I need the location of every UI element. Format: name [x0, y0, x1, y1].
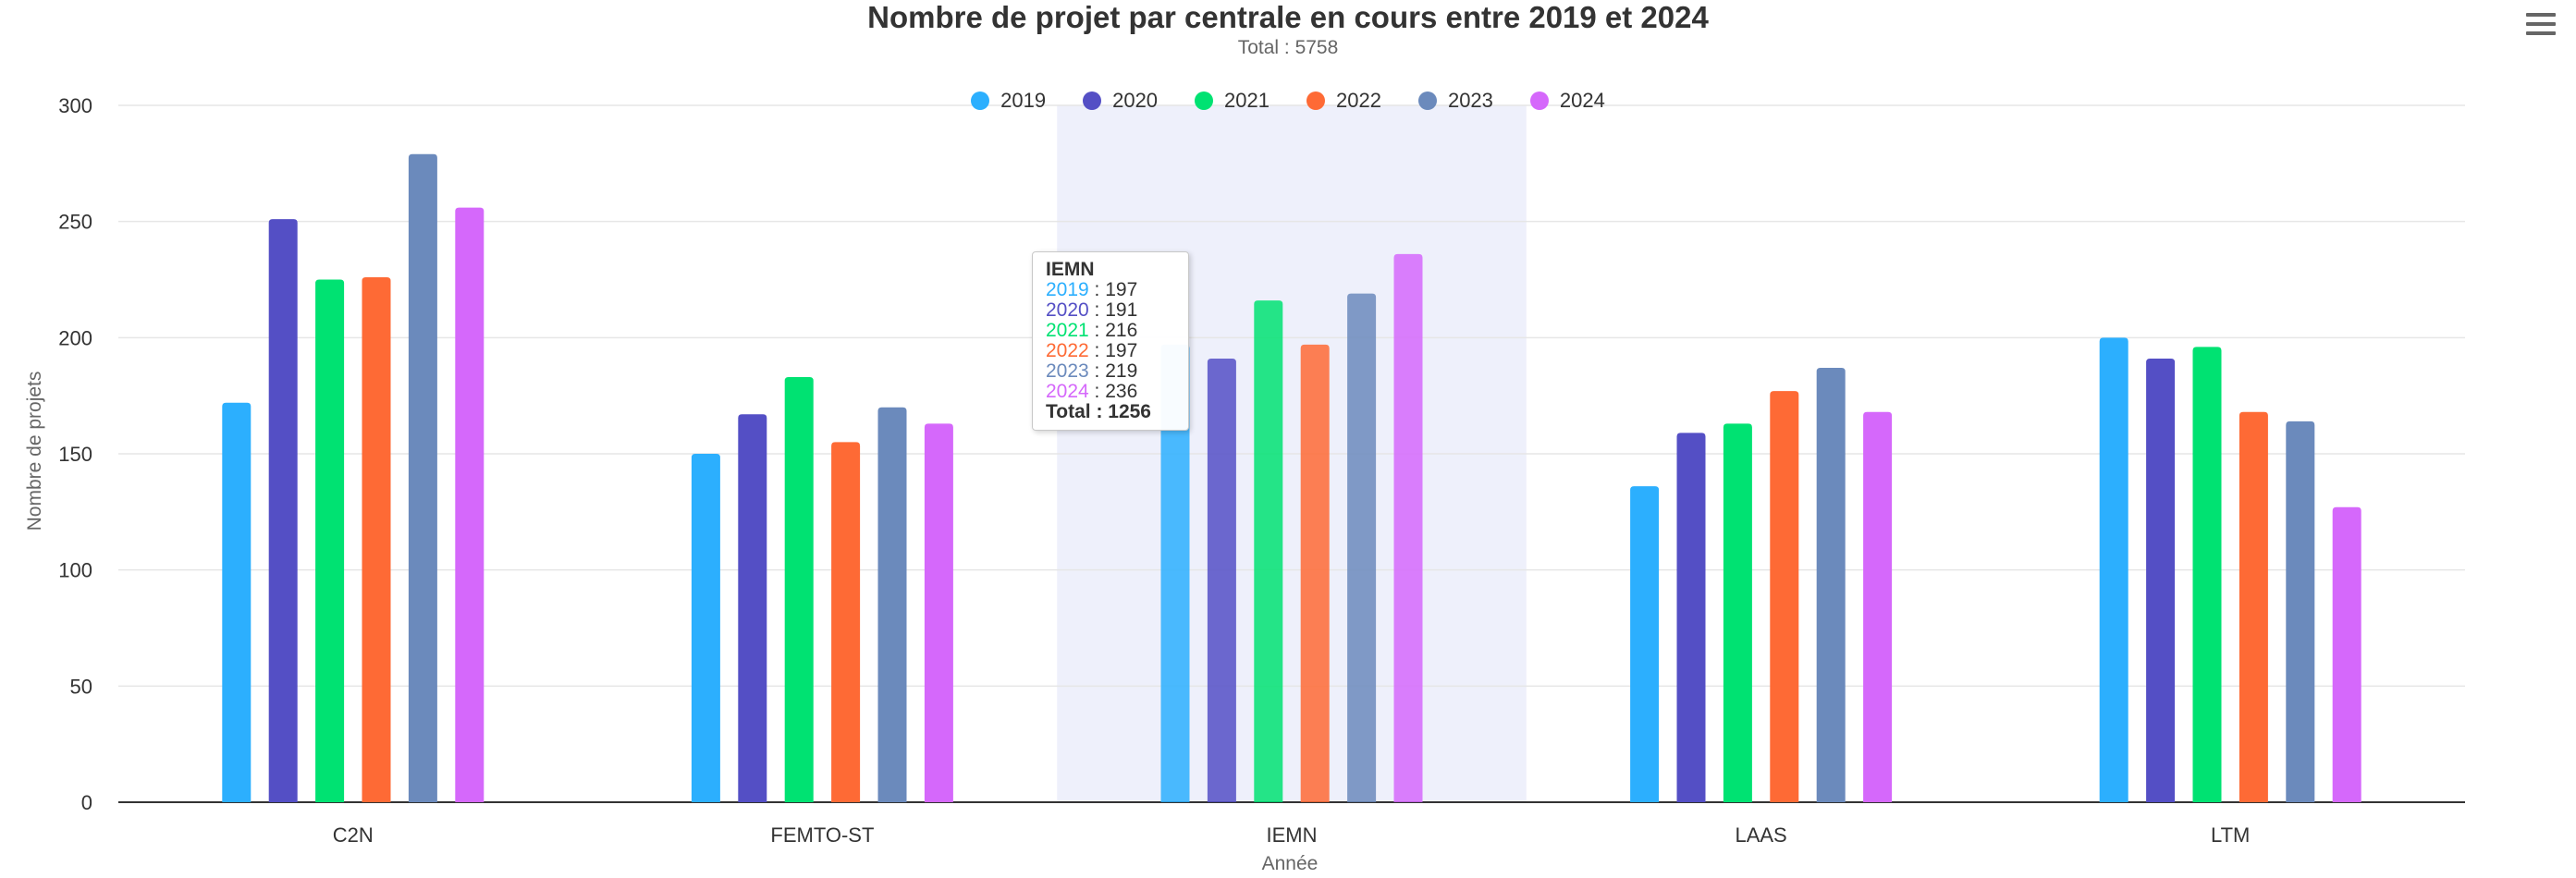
legend-marker	[971, 91, 990, 110]
bar-femto-st-2019[interactable]	[691, 454, 720, 802]
bar-ltm-2020[interactable]	[2146, 358, 2176, 802]
bar-laas-2021[interactable]	[1723, 423, 1752, 802]
tooltip-row: 2023 : 219	[1046, 361, 1175, 382]
legend-marker	[1083, 91, 1102, 110]
bar-ltm-2019[interactable]	[2099, 337, 2128, 802]
x-tick-label: FEMTO-ST	[770, 823, 874, 847]
bar-ltm-2021[interactable]	[2192, 347, 2222, 802]
bar-laas-2024[interactable]	[1863, 411, 1893, 802]
bar-c2n-2020[interactable]	[268, 219, 298, 803]
tooltip-row-year: 2023	[1046, 360, 1089, 382]
bar-c2n-2024[interactable]	[455, 207, 485, 802]
tooltip-row: 2022 : 197	[1046, 341, 1175, 361]
legend-marker	[1417, 91, 1437, 110]
bar-iemn-2021[interactable]	[1254, 300, 1283, 802]
bar-femto-st-2024[interactable]	[924, 423, 953, 802]
tooltip-row-year: 2019	[1046, 279, 1089, 300]
bar-iemn-2023[interactable]	[1347, 293, 1377, 803]
tooltip-category: IEMN	[1046, 259, 1095, 280]
bar-laas-2019[interactable]	[1630, 486, 1660, 802]
legend-label: 2020	[1112, 89, 1159, 112]
bar-iemn-2022[interactable]	[1300, 344, 1330, 802]
bar-femto-st-2023[interactable]	[877, 407, 907, 802]
bar-femto-st-2022[interactable]	[831, 442, 861, 802]
tooltip-row-year: 2024	[1046, 381, 1089, 402]
tooltip-row: 2020 : 191	[1046, 300, 1175, 321]
bar-c2n-2023[interactable]	[408, 153, 437, 802]
x-axis-label: Année	[1262, 853, 1319, 874]
legend-item-2021[interactable]: 2021	[1195, 89, 1270, 113]
legend-label: 2019	[1000, 89, 1047, 112]
legend-item-2022[interactable]: 2022	[1306, 89, 1381, 113]
bar-ltm-2024[interactable]	[2332, 506, 2361, 802]
legend-label: 2021	[1224, 89, 1270, 112]
bar-iemn-2019[interactable]	[1160, 344, 1190, 802]
bar-c2n-2019[interactable]	[222, 402, 251, 802]
tooltip-row-value: : 197	[1088, 279, 1138, 300]
y-tick-label: 100	[58, 559, 92, 582]
bar-ltm-2023[interactable]	[2286, 421, 2315, 802]
y-tick-label: 50	[70, 675, 92, 698]
legend-marker	[1529, 91, 1549, 110]
x-tick-label: IEMN	[1267, 823, 1318, 847]
bar-iemn-2024[interactable]	[1393, 253, 1423, 802]
y-tick-label: 300	[58, 94, 92, 117]
legend-marker	[1306, 91, 1325, 110]
bar-laas-2022[interactable]	[1770, 391, 1799, 802]
bar-femto-st-2021[interactable]	[784, 377, 814, 802]
y-axis-label: Nombre de projets	[24, 372, 45, 531]
y-tick-label: 250	[58, 211, 92, 234]
tooltip-row-year: 2021	[1046, 320, 1089, 341]
tooltip-row-value: : 197	[1088, 340, 1138, 361]
tooltip: IEMN 2019 : 197 2020 : 191 2021 : 216 2022 …	[1032, 251, 1189, 431]
bar-iemn-2020[interactable]	[1207, 358, 1236, 802]
bar-laas-2023[interactable]	[1816, 368, 1846, 802]
tooltip-row-year: 2020	[1046, 299, 1089, 321]
tooltip-total: Total : 1256	[1046, 401, 1151, 422]
legend-marker	[1195, 91, 1214, 110]
tooltip-row-year: 2022	[1046, 340, 1089, 361]
bar-c2n-2022[interactable]	[362, 276, 391, 802]
legend-item-2023[interactable]: 2023	[1417, 89, 1493, 113]
legend-label: 2023	[1447, 89, 1493, 112]
legend-item-2019[interactable]: 2019	[971, 89, 1046, 113]
bar-femto-st-2020[interactable]	[738, 414, 767, 802]
tooltip-row: 2019 : 197	[1046, 280, 1175, 300]
tooltip-row: 2021 : 216	[1046, 321, 1175, 341]
chart-subtitle: Total : 5758	[1237, 37, 1339, 58]
legend-item-2020[interactable]: 2020	[1083, 89, 1158, 113]
bar-c2n-2021[interactable]	[315, 279, 345, 803]
tooltip-row-value: : 236	[1088, 381, 1138, 402]
legend-label: 2024	[1559, 89, 1605, 112]
y-tick-label: 150	[58, 443, 92, 466]
tooltip-row-value: : 216	[1088, 320, 1138, 341]
bar-ltm-2022[interactable]	[2239, 411, 2268, 802]
x-tick-label: C2N	[333, 823, 374, 847]
x-tick-label: LAAS	[1735, 823, 1786, 847]
legend-item-2024[interactable]: 2024	[1529, 89, 1605, 113]
x-tick-label: LTM	[2211, 823, 2250, 847]
y-tick-label: 0	[81, 791, 92, 814]
y-tick-label: 200	[58, 326, 92, 349]
bar-laas-2020[interactable]	[1676, 433, 1706, 802]
hamburger-menu-icon[interactable]	[2526, 13, 2556, 39]
legend: 2019 2020 2021 2022 2023 2024	[0, 89, 2576, 113]
tooltip-row-value: : 191	[1088, 299, 1138, 321]
tooltip-row-value: : 219	[1088, 360, 1138, 382]
tooltip-row: 2024 : 236	[1046, 382, 1175, 402]
legend-label: 2022	[1336, 89, 1381, 112]
chart-title: Nombre de projet par centrale en cours e…	[867, 0, 1709, 34]
